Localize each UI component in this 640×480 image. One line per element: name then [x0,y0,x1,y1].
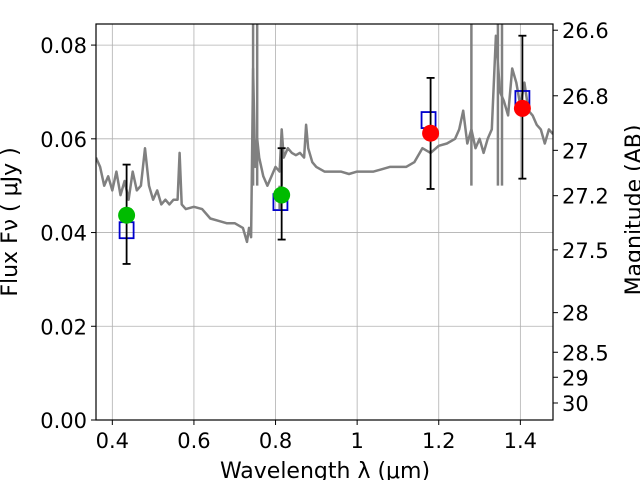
magnitude-tick-label: 30 [562,392,589,416]
magnitude-tick-label: 28.5 [562,341,609,365]
magnitude-tick-label: 26.8 [562,85,609,109]
x-tick-label: 0.8 [259,429,292,453]
observed-point [422,124,440,142]
spectrum-emission-lines [251,24,504,210]
x-tick-label: 1.2 [422,429,455,453]
x-tick-label: 1 [350,429,363,453]
grid-lines [96,24,553,421]
y-tick-label: 0.06 [40,128,87,152]
magnitude-tick-label: 27.5 [562,239,609,263]
y-tick-label: 0.02 [40,315,87,339]
x-axis-ticks: 0.4 0.6 0.8 1 1.2 1.4 [96,420,537,453]
y-axis-label: Flux Fν ( μJy ) [0,147,23,296]
observed-points [118,34,531,265]
magnitude-axis-label: Magnitude (AB) [622,125,640,296]
observed-point [273,186,291,204]
magnitude-tick-label: 28 [562,302,589,326]
observed-point [118,206,136,224]
observed-point [513,99,531,117]
x-tick-label: 0.4 [96,429,129,453]
y-axis-ticks: 0.00 0.02 0.04 0.06 0.08 [40,34,96,433]
magnitude-tick-label: 27.2 [562,185,609,209]
magnitude-tick-label: 26.6 [562,19,609,43]
magnitude-tick-label: 29 [562,366,589,390]
magnitude-tick-label: 27 [562,139,589,163]
y-tick-label: 0.00 [40,409,87,433]
spectrum-line [96,34,553,244]
y-tick-label: 0.08 [40,34,87,58]
plot-frame [95,23,554,421]
x-axis-label: Wavelength λ (μm) [220,459,430,480]
x-tick-label: 0.6 [177,429,210,453]
x-tick-label: 1.4 [504,429,537,453]
y-tick-label: 0.04 [40,222,87,246]
